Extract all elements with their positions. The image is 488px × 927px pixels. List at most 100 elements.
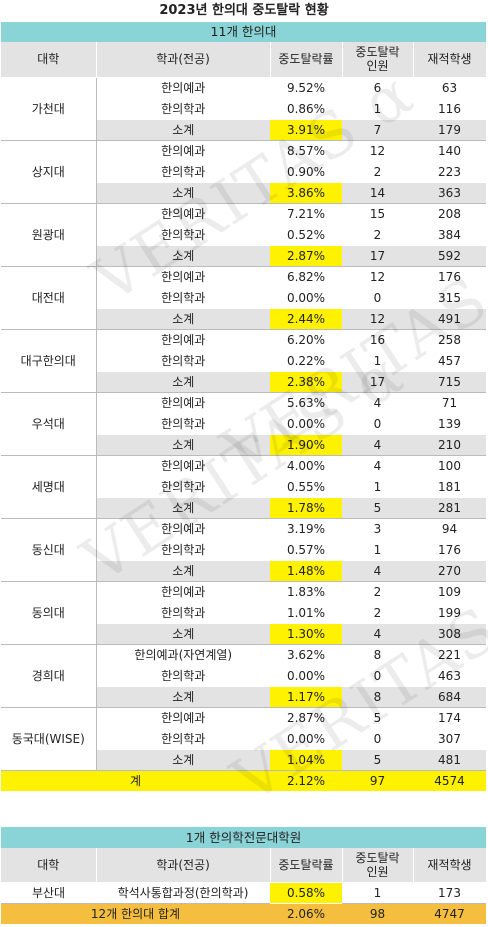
rate-cell: 3.62% xyxy=(270,644,342,666)
enrolled-cell: 221 xyxy=(413,644,486,666)
dropout-count-cell: 1 xyxy=(342,350,413,372)
rate-cell: 1.48% xyxy=(270,560,342,582)
grand-total-rate: 2.06% xyxy=(270,903,342,925)
enrolled-cell: 109 xyxy=(413,581,486,603)
dropout-count-cell: 12 xyxy=(342,308,413,330)
grad-header-drop: 중도탈락 인원 xyxy=(342,848,414,883)
dropout-count-cell: 14 xyxy=(342,182,413,204)
enrolled-cell: 491 xyxy=(413,308,486,330)
rate-cell: 0.00% xyxy=(270,287,342,309)
rate-cell: 0.86% xyxy=(270,98,342,120)
enrolled-cell: 176 xyxy=(413,539,486,561)
department-cell: 한의학과 xyxy=(96,98,270,120)
enrolled-cell: 71 xyxy=(413,392,486,414)
rate-cell: 4.00% xyxy=(270,455,342,477)
rate-cell: 8.57% xyxy=(270,140,342,162)
department-cell: 한의예과 xyxy=(96,203,270,225)
table-row: 한의학과 0.90% 2 223 xyxy=(1,161,486,183)
rate-cell: 6.82% xyxy=(270,266,342,288)
table-row: 동국대(WISE) 한의예과 2.87% 5 174 xyxy=(1,707,486,771)
enrolled-cell: 176 xyxy=(413,266,486,288)
page-title: 2023년 한의대 중도탈락 현황 xyxy=(159,3,329,18)
department-cell: 한의예과 xyxy=(96,140,270,162)
department-cell: 소계 xyxy=(96,560,270,582)
enrolled-cell: 270 xyxy=(413,560,486,582)
rate-cell: 1.90% xyxy=(270,434,342,456)
rate-cell: 1.30% xyxy=(270,623,342,645)
dropout-count-cell: 0 xyxy=(342,413,413,435)
header-dept: 학과(전공) xyxy=(96,42,271,78)
university-name: 대전대 xyxy=(1,266,97,330)
department-cell: 소계 xyxy=(96,623,270,645)
dropout-count-cell: 3 xyxy=(342,518,413,540)
enrolled-cell: 258 xyxy=(413,329,486,351)
subtotal-row: 소계 1.48% 4 270 xyxy=(1,560,486,582)
university-name: 동신대 xyxy=(1,518,97,582)
enrolled-cell: 174 xyxy=(413,707,486,729)
subtotal-row: 소계 3.86% 14 363 xyxy=(1,182,486,204)
department-cell: 한의예과 xyxy=(96,77,270,99)
subtotal-row: 소계 1.90% 4 210 xyxy=(1,434,486,456)
rate-cell: 0.00% xyxy=(270,728,342,750)
department-cell: 소계 xyxy=(96,308,270,330)
table-row: 한의학과 1.01% 2 199 xyxy=(1,602,486,624)
dropout-count-cell: 17 xyxy=(342,245,413,267)
dropout-count-cell: 15 xyxy=(342,203,413,225)
enrolled-cell: 384 xyxy=(413,224,486,246)
department-cell: 한의예과 xyxy=(96,707,270,729)
department-cell: 한의학과 xyxy=(96,413,270,435)
table-row: 경희대 한의예과(자연계열) 3.62% 8 221 xyxy=(1,644,486,708)
section-banner-grad: 1개 한의학전문대학원 xyxy=(1,827,486,848)
rate-cell: 2.38% xyxy=(270,371,342,393)
rate-cell: 0.90% xyxy=(270,161,342,183)
table-row: 가천대 한의예과 9.52% 6 63 xyxy=(1,77,486,141)
grad-table: 대학 학과(전공) 중도탈락률 중도탈락 인원 재적학생 부산대 학석사통합과정… xyxy=(1,848,487,925)
university-name: 가천대 xyxy=(1,77,97,141)
rate-cell: 1.04% xyxy=(270,749,342,771)
enrolled-cell: 100 xyxy=(413,455,486,477)
department-cell: 한의학과 xyxy=(96,665,270,687)
department-cell: 한의예과 xyxy=(96,392,270,414)
enrolled-cell: 223 xyxy=(413,161,486,183)
dropout-count-cell: 1 xyxy=(342,476,413,498)
header-univ: 대학 xyxy=(1,42,97,78)
subtotal-row: 소계 2.38% 17 715 xyxy=(1,371,486,393)
table-row: 원광대 한의예과 7.21% 15 208 xyxy=(1,203,486,267)
table-row: 한의학과 0.22% 1 457 xyxy=(1,350,486,372)
grand-total-row: 12개 한의대 합계 2.06% 98 4747 xyxy=(1,903,486,925)
grad-row: 부산대 학석사통합과정(한의학과) 0.58% 1 173 xyxy=(1,882,486,904)
enrolled-cell: 592 xyxy=(413,245,486,267)
dropout-count-cell: 4 xyxy=(342,455,413,477)
total-label: 계 xyxy=(1,770,270,792)
university-name: 대구한의대 xyxy=(1,329,97,393)
grad-header-dept: 학과(전공) xyxy=(96,848,271,883)
enrolled-cell: 315 xyxy=(413,287,486,309)
table-header-row: 대학 학과(전공) 중도탈락률 중도탈락 인원 재적학생 xyxy=(1,42,487,78)
grand-total-enrolled: 4747 xyxy=(413,903,486,925)
rate-cell: 0.57% xyxy=(270,539,342,561)
dropout-count-cell: 12 xyxy=(342,140,413,162)
subtotal-row: 소계 1.78% 5 281 xyxy=(1,497,486,519)
enrolled-cell: 208 xyxy=(413,203,486,225)
dropout-count-cell: 1 xyxy=(342,539,413,561)
subtotal-row: 소계 1.17% 8 684 xyxy=(1,686,486,708)
department-cell: 소계 xyxy=(96,245,270,267)
grad-rate: 0.58% xyxy=(270,882,342,904)
header-drop: 중도탈락 인원 xyxy=(342,42,414,78)
university-name: 상지대 xyxy=(1,140,97,204)
dropout-count-cell: 4 xyxy=(342,560,413,582)
department-cell: 한의예과 xyxy=(96,266,270,288)
table-row: 한의학과 0.00% 0 463 xyxy=(1,665,486,687)
enrolled-cell: 139 xyxy=(413,413,486,435)
department-cell: 한의학과 xyxy=(96,728,270,750)
header-enrolled: 재적학생 xyxy=(413,42,487,78)
enrolled-cell: 281 xyxy=(413,497,486,519)
dropout-count-cell: 5 xyxy=(342,749,413,771)
grad-drop: 1 xyxy=(342,882,413,904)
department-cell: 소계 xyxy=(96,749,270,771)
dropout-count-cell: 7 xyxy=(342,119,413,141)
department-cell: 한의예과 xyxy=(96,455,270,477)
table-row: 우석대 한의예과 5.63% 4 71 xyxy=(1,392,486,456)
department-cell: 한의학과 xyxy=(96,602,270,624)
department-cell: 한의학과 xyxy=(96,350,270,372)
